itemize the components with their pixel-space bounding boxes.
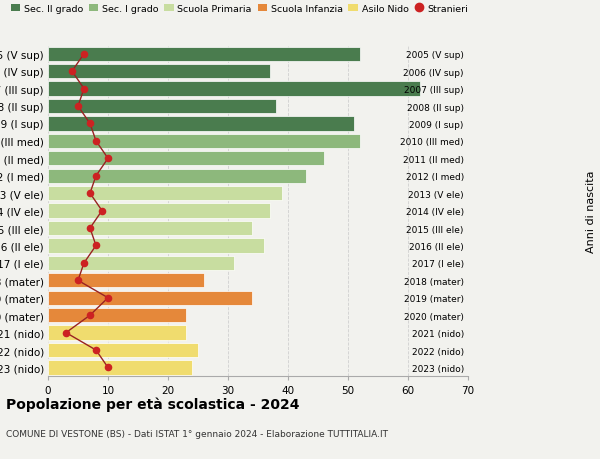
Point (85, 225, 95, 232)
Bar (48, 134, 360, 149)
Point (91, 242, 101, 250)
Bar (48, 82, 420, 96)
Point (97, 207, 107, 215)
Bar (48, 169, 306, 184)
Text: Popolazione per età scolastica - 2024: Popolazione per età scolastica - 2024 (6, 397, 299, 412)
Text: Anni di nascita: Anni di nascita (586, 170, 596, 252)
Point (91, 138, 101, 145)
Point (73, 277, 83, 285)
Bar (48, 65, 270, 79)
Bar (48, 152, 324, 166)
Point (91, 173, 101, 180)
Point (91, 347, 101, 354)
Bar (48, 274, 204, 288)
Bar (48, 326, 186, 340)
Point (73, 103, 83, 111)
Bar (48, 100, 276, 114)
Bar (48, 204, 270, 218)
Point (103, 364, 113, 371)
Text: COMUNE DI VESTONE (BS) - Dati ISTAT 1° gennaio 2024 - Elaborazione TUTTITALIA.IT: COMUNE DI VESTONE (BS) - Dati ISTAT 1° g… (6, 429, 388, 438)
Legend: Sec. II grado, Sec. I grado, Scuola Primaria, Scuola Infanzia, Asilo Nido, Stran: Sec. II grado, Sec. I grado, Scuola Prim… (11, 5, 468, 14)
Point (85, 312, 95, 319)
Bar (48, 117, 354, 131)
Point (85, 121, 95, 128)
Point (79, 260, 89, 267)
Bar (48, 187, 282, 201)
Point (103, 155, 113, 162)
Bar (48, 47, 360, 62)
Point (67, 68, 77, 76)
Bar (48, 239, 264, 253)
Point (61, 329, 71, 336)
Bar (48, 221, 252, 235)
Bar (48, 308, 186, 323)
Bar (48, 361, 192, 375)
Point (103, 294, 113, 302)
Point (85, 190, 95, 197)
Point (79, 86, 89, 93)
Bar (48, 256, 234, 270)
Bar (48, 291, 252, 305)
Bar (48, 343, 198, 358)
Point (79, 51, 89, 58)
